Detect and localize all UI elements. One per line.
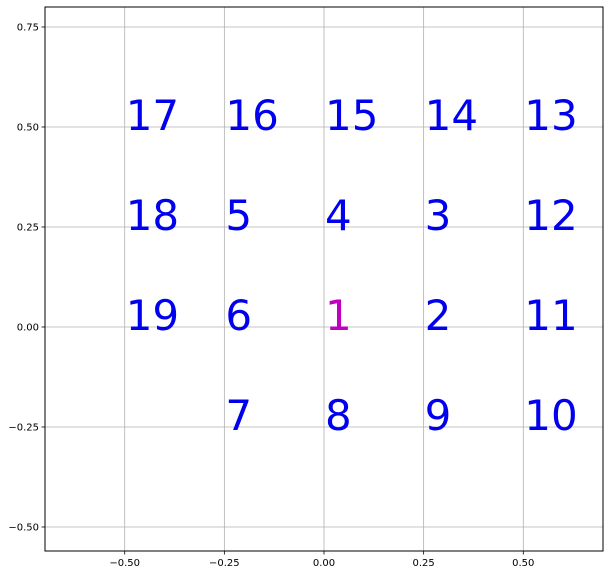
point-label-10: 10 <box>524 391 577 440</box>
plot-frame <box>44 6 604 552</box>
y-tick-label: −0.50 <box>8 523 39 534</box>
point-label-7: 7 <box>225 391 252 440</box>
y-tick-label: 0.25 <box>17 223 39 234</box>
x-tick-label: 0.50 <box>512 558 534 569</box>
point-label-19: 19 <box>126 291 179 340</box>
y-tick-label: 0.00 <box>17 323 39 334</box>
point-label-6: 6 <box>225 291 252 340</box>
axis-ticks: −0.50 −0.25 0.00 0.25 0.50 −0.50 −0.25 0.00 0.25… <box>8 23 534 570</box>
y-tick-label: 0.50 <box>17 123 39 134</box>
point-label-4: 4 <box>325 191 352 240</box>
point-label-5: 5 <box>225 191 252 240</box>
point-label-16: 16 <box>225 91 278 140</box>
x-tick-label: −0.25 <box>209 558 240 569</box>
point-label-3: 3 <box>425 191 452 240</box>
point-label-18: 18 <box>126 191 179 240</box>
point-label-9: 9 <box>425 391 452 440</box>
point-label-1: 1 <box>325 291 352 340</box>
x-tick-label: 0.00 <box>313 558 335 569</box>
point-label-15: 15 <box>325 91 378 140</box>
x-tick-label: −0.50 <box>109 558 140 569</box>
grid-lines <box>45 7 603 551</box>
point-label-11: 11 <box>524 291 577 340</box>
point-label-8: 8 <box>325 391 352 440</box>
point-label-2: 2 <box>425 291 452 340</box>
x-tick-label: 0.25 <box>413 558 435 569</box>
y-tick-label: −0.25 <box>8 423 39 434</box>
point-label-14: 14 <box>425 91 478 140</box>
point-label-12: 12 <box>524 191 577 240</box>
point-label-13: 13 <box>524 91 577 140</box>
y-tick-label: 0.75 <box>17 23 39 34</box>
point-label-17: 17 <box>126 91 179 140</box>
